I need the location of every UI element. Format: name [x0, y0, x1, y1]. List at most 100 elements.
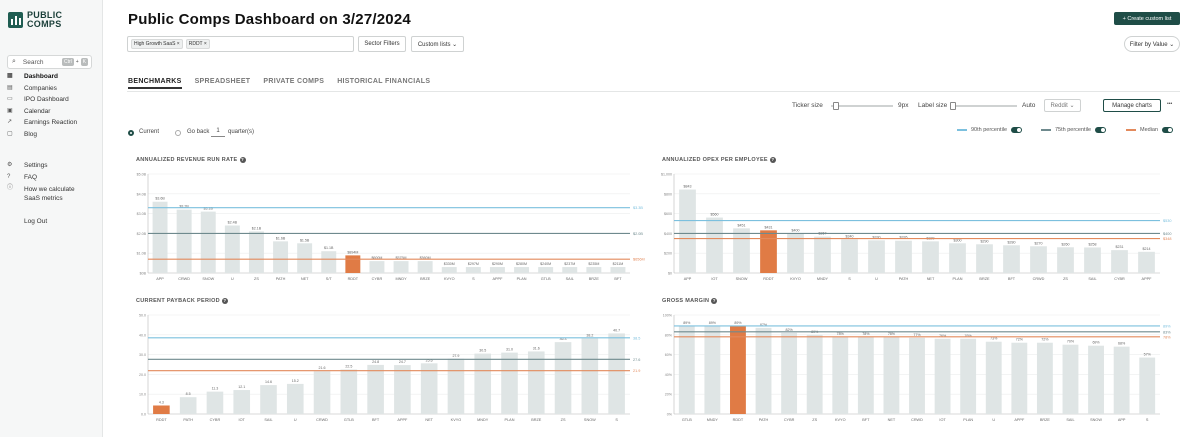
- ticker-size-handle[interactable]: [833, 102, 839, 110]
- y-tick-label: 50.0: [139, 314, 146, 318]
- ref-label-median: $656M: [633, 258, 645, 262]
- quarters-input[interactable]: 1: [211, 128, 225, 137]
- period-go-back-radio[interactable]: [175, 130, 181, 136]
- bar: [841, 239, 858, 273]
- manage-charts-button[interactable]: Manage charts: [1103, 99, 1161, 112]
- data-label: 69%: [1092, 341, 1100, 345]
- sidebar-item-settings[interactable]: ⚙ Settings: [7, 162, 84, 174]
- tab-private-comps[interactable]: PRIVATE COMPS: [263, 78, 325, 85]
- legend-p90-line: [957, 129, 967, 131]
- sidebar-item-ipo-dashboard[interactable]: ▭ IPO Dashboard: [7, 96, 77, 108]
- sidebar-item-label: IPO Dashboard: [24, 96, 69, 103]
- sidebar-item-earnings-reaction[interactable]: ↗ Earnings Reaction: [7, 119, 77, 131]
- label-size-value: Auto: [1022, 102, 1036, 109]
- help-icon[interactable]: ?: [221, 298, 228, 304]
- period-current-radio[interactable]: [128, 130, 134, 136]
- search-input[interactable]: ⌕ Search Ctrl + K: [7, 55, 92, 69]
- x-tick-label: RDDT: [348, 277, 359, 281]
- bar: [976, 244, 993, 273]
- x-tick-label: BFT: [862, 418, 870, 422]
- x-tick-label: MNDY: [707, 418, 719, 422]
- help-icon[interactable]: ?: [711, 298, 718, 304]
- bar: [394, 365, 411, 414]
- x-tick-label: MNDY: [395, 277, 407, 281]
- bar: [608, 333, 625, 414]
- p75-toggle[interactable]: [1095, 127, 1107, 133]
- p90-toggle[interactable]: [1011, 127, 1023, 133]
- data-label: 36.3: [560, 337, 567, 341]
- filter-by-value-dropdown[interactable]: Filter by Value ⌄: [1124, 36, 1180, 52]
- x-tick-label: APP: [156, 277, 164, 281]
- data-label: $290M: [492, 262, 503, 266]
- data-label: $843: [684, 185, 692, 189]
- x-tick-label: PATH: [183, 418, 193, 422]
- label-size-slider[interactable]: [951, 105, 1017, 107]
- create-custom-list-button[interactable]: + Create custom list: [1114, 12, 1180, 25]
- sidebar-item-saas-metrics[interactable]: ⓘ How we calculate SaaS metrics: [7, 185, 84, 205]
- x-tick-label: ZS: [1063, 277, 1068, 281]
- x-tick-label: MNDY: [477, 418, 489, 422]
- bar: [321, 251, 337, 273]
- x-tick-label: CRWD: [1033, 277, 1045, 281]
- sidebar-item-blog[interactable]: ▢ Blog: [7, 131, 77, 143]
- y-tick-label: 0.0: [141, 413, 146, 417]
- bar: [474, 353, 492, 414]
- filter-chip-rddt[interactable]: RDDT ×: [185, 39, 210, 49]
- sector-filters-button[interactable]: Sector Filters: [358, 36, 406, 52]
- tab-bar: BENCHMARKS SPREADSHEET PRIVATE COMPS HIS…: [128, 78, 430, 89]
- bar: [1113, 346, 1130, 414]
- ticker-size-slider[interactable]: [831, 105, 893, 107]
- data-label: 31.6: [533, 346, 540, 350]
- data-label: $1.1B: [324, 246, 334, 250]
- data-label: 76%: [939, 334, 947, 338]
- logout-link[interactable]: Log Out: [24, 218, 48, 225]
- logo[interactable]: PUBLIC COMPS: [8, 11, 62, 29]
- x-tick-label: SNOW: [736, 277, 748, 281]
- chart-title-text: CURRENT PAYBACK PERIOD: [136, 298, 220, 304]
- y-tick-label: 80%: [665, 333, 673, 337]
- font-select[interactable]: Reddit ⌄: [1044, 99, 1081, 112]
- tab-spreadsheet[interactable]: SPREADSHEET: [194, 78, 251, 85]
- data-label: $2.1B: [252, 226, 262, 230]
- data-label: $1.6B: [276, 236, 286, 240]
- more-options-icon[interactable]: •••: [1167, 101, 1173, 107]
- help-icon[interactable]: ?: [239, 157, 246, 163]
- bar: [538, 267, 554, 273]
- bar: [200, 211, 216, 273]
- custom-lists-dropdown[interactable]: Custom lists ⌄: [411, 36, 464, 52]
- data-label: 76%: [965, 334, 973, 338]
- median-toggle[interactable]: [1162, 127, 1174, 133]
- x-tick-label: APP: [684, 277, 692, 281]
- x-tick-label: NET: [301, 277, 309, 281]
- bar: [313, 371, 331, 414]
- x-tick-label: SAIL: [566, 277, 574, 281]
- sidebar-item-label: Blog: [24, 130, 38, 138]
- x-tick-label: U: [231, 277, 234, 281]
- sidebar-item-companies[interactable]: ▤ Companies: [7, 85, 77, 97]
- data-label: $237M: [564, 262, 575, 266]
- bar: [678, 325, 695, 414]
- data-label: 78%: [888, 332, 896, 336]
- bar: [679, 189, 696, 273]
- data-label: $211M: [613, 262, 624, 266]
- x-tick-label: BFT: [1008, 277, 1016, 281]
- help-icon[interactable]: ?: [769, 157, 776, 163]
- x-tick-label: CRWD: [316, 418, 328, 422]
- data-label: 78%: [837, 332, 845, 336]
- data-label: $330M: [444, 262, 455, 266]
- tab-historical-financials[interactable]: HISTORICAL FINANCIALS: [337, 78, 431, 85]
- y-tick-label: $4.0B: [137, 192, 147, 196]
- data-label: $231: [1116, 245, 1124, 249]
- bar: [233, 390, 251, 414]
- sidebar-item-dashboard[interactable]: ▦ Dashboard: [7, 73, 77, 85]
- filter-chip-high-growth-saas[interactable]: High Growth SaaS ×: [131, 39, 183, 49]
- data-label: $290: [981, 239, 989, 243]
- sidebar-item-calendar[interactable]: ▣ Calendar: [7, 108, 77, 120]
- data-label: 82%: [786, 328, 794, 332]
- chart-title-text: ANNUALIZED REVENUE RUN RATE: [136, 157, 238, 163]
- sidebar-item-faq[interactable]: ? FAQ: [7, 174, 84, 186]
- tab-benchmarks[interactable]: BENCHMARKS: [128, 78, 182, 89]
- bar: [1088, 345, 1104, 414]
- label-size-handle[interactable]: [950, 102, 956, 110]
- company-filter-input[interactable]: High Growth SaaS × RDDT ×: [127, 36, 354, 52]
